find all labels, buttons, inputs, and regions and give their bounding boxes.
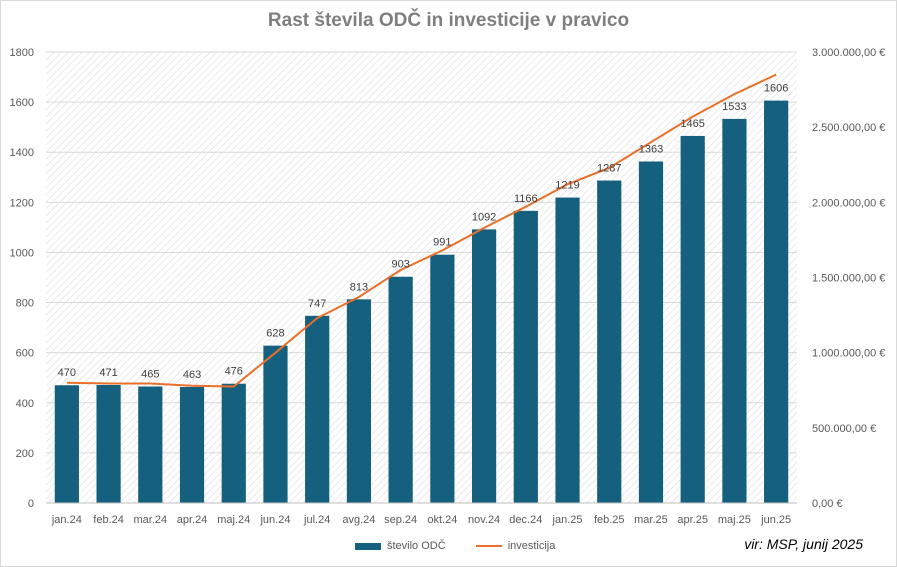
x-tick-label: jan.24 bbox=[51, 514, 82, 526]
x-tick-label: okt.24 bbox=[427, 514, 457, 526]
x-tick-label: jun.24 bbox=[259, 514, 290, 526]
bar bbox=[221, 383, 246, 503]
legend-swatch-bar bbox=[355, 542, 381, 550]
y2-tick-label: 0,00 € bbox=[812, 498, 843, 510]
bar-value-label: 465 bbox=[141, 368, 159, 380]
line-series bbox=[66, 73, 777, 388]
data-labels: 470 471 465 463 476 628 747 813 903 991 1092 1166 12… bbox=[58, 83, 789, 381]
bar-value-label: 628 bbox=[266, 328, 284, 340]
bar bbox=[346, 299, 372, 503]
right-axis: 0,00 € 500.000,00 € 1.000.000,00 € 1.500.00… bbox=[812, 47, 885, 510]
legend-swatch-line bbox=[475, 545, 502, 547]
x-tick-label: apr.24 bbox=[177, 514, 208, 526]
bar bbox=[597, 180, 622, 503]
y-tick-label: 800 bbox=[16, 298, 34, 310]
bar bbox=[471, 229, 497, 504]
bar bbox=[54, 385, 79, 503]
bar-value-label: 1533 bbox=[722, 101, 746, 113]
y2-tick-label: 1.500.000,00 € bbox=[812, 273, 885, 285]
bar-value-label: 1606 bbox=[764, 83, 788, 95]
bar bbox=[388, 276, 413, 503]
x-axis: jan.24 feb.24 mar.24 apr.24 maj.24 jun.24 jul.… bbox=[46, 502, 797, 526]
bar-value-label: 813 bbox=[350, 281, 368, 293]
y2-tick-label: 1.000.000,00 € bbox=[812, 348, 885, 360]
bar bbox=[638, 161, 664, 503]
left-axis: 0 200 400 600 800 1000 1200 1400 1600 1800 bbox=[10, 47, 34, 510]
x-tick-label: apr.25 bbox=[677, 514, 708, 526]
x-tick-label: jun.25 bbox=[760, 514, 791, 526]
bar-value-label: 1219 bbox=[555, 180, 579, 192]
x-tick-label: avg.24 bbox=[342, 514, 375, 526]
x-tick-label: sep.24 bbox=[384, 514, 417, 526]
source-note: vir: MSP, junij 2025 bbox=[744, 536, 863, 552]
y-tick-label: 1600 bbox=[10, 97, 34, 109]
x-tick-label: mar.25 bbox=[634, 514, 668, 526]
bar bbox=[555, 197, 580, 503]
y2-tick-label: 2.500.000,00 € bbox=[812, 122, 885, 134]
bar bbox=[764, 100, 789, 503]
bar bbox=[96, 384, 121, 503]
bar bbox=[138, 386, 163, 503]
bar bbox=[179, 386, 205, 503]
y-tick-label: 1400 bbox=[10, 147, 34, 159]
bar bbox=[263, 345, 288, 503]
x-tick-label: jan.25 bbox=[552, 514, 583, 526]
bar-value-label: 903 bbox=[391, 259, 409, 271]
x-tick-label: feb.25 bbox=[594, 514, 625, 526]
bar bbox=[680, 135, 705, 504]
legend-label-bar: število ODČ bbox=[387, 540, 446, 552]
investicija-line bbox=[66, 73, 777, 388]
bar-value-label: 471 bbox=[99, 367, 117, 379]
y-tick-label: 1800 bbox=[10, 47, 34, 59]
bar-value-label: 991 bbox=[433, 237, 451, 249]
y2-tick-label: 500.000,00 € bbox=[812, 423, 876, 435]
bar-series bbox=[54, 100, 789, 504]
y-tick-label: 1000 bbox=[10, 247, 34, 259]
gridlines bbox=[46, 51, 797, 504]
x-tick-label: maj.24 bbox=[217, 514, 250, 526]
x-tick-label: jul.24 bbox=[303, 514, 330, 526]
y-tick-label: 400 bbox=[16, 398, 34, 410]
y-tick-label: 0 bbox=[28, 498, 34, 510]
bar bbox=[430, 254, 455, 503]
y-tick-label: 600 bbox=[16, 348, 34, 360]
bar-value-label: 470 bbox=[58, 367, 76, 379]
x-tick-label: mar.24 bbox=[133, 514, 167, 526]
x-tick-label: feb.24 bbox=[93, 514, 124, 526]
bar-value-label: 1363 bbox=[639, 143, 663, 155]
plot-background bbox=[46, 52, 797, 503]
x-tick-label: maj.25 bbox=[718, 514, 751, 526]
y2-tick-label: 2.000.000,00 € bbox=[812, 197, 885, 209]
bar-value-label: 476 bbox=[225, 366, 243, 378]
bar-value-label: 1465 bbox=[680, 118, 704, 130]
bar bbox=[513, 210, 538, 503]
bar-value-label: 1092 bbox=[472, 211, 496, 223]
x-tick-label: nov.24 bbox=[468, 514, 500, 526]
chart-title: Rast števila ODČ in investicije v pravic… bbox=[267, 10, 630, 31]
x-tick-label: dec.24 bbox=[509, 514, 542, 526]
bar-value-label: 1287 bbox=[597, 163, 621, 175]
y2-tick-label: 3.000.000,00 € bbox=[812, 47, 885, 59]
y-tick-label: 1200 bbox=[10, 197, 34, 209]
bar-value-label: 747 bbox=[308, 298, 326, 310]
bar bbox=[722, 118, 747, 504]
legend: število ODČ investicija bbox=[355, 538, 555, 554]
bar bbox=[305, 315, 330, 503]
bar-value-label: 1166 bbox=[514, 193, 538, 205]
legend-label-line: investicija bbox=[507, 540, 556, 552]
y-tick-label: 200 bbox=[16, 448, 34, 460]
bar-value-label: 463 bbox=[183, 369, 201, 381]
